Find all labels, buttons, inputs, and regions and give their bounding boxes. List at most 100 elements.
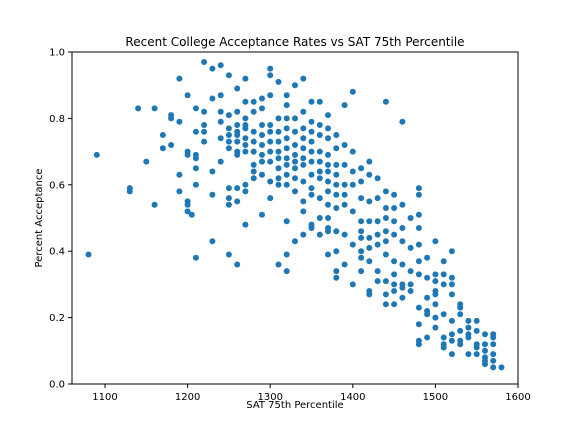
data-point: [432, 271, 439, 278]
data-point: [399, 261, 406, 268]
data-point: [308, 128, 315, 135]
data-point: [201, 128, 208, 135]
data-point: [407, 288, 414, 294]
data-point: [184, 151, 191, 158]
data-point: [316, 122, 323, 128]
data-point: [292, 115, 298, 122]
data-point: [415, 258, 422, 265]
data-point: [176, 75, 183, 82]
data-point: [482, 347, 488, 354]
data-point: [209, 168, 216, 175]
data-point: [358, 165, 365, 172]
data-point: [209, 238, 216, 245]
data-point: [407, 268, 414, 275]
y-tick-label: 1.0: [49, 48, 65, 59]
data-point: [225, 132, 232, 138]
data-point: [382, 251, 389, 258]
data-point: [490, 357, 497, 364]
data-point: [382, 188, 389, 195]
data-point: [349, 181, 356, 188]
data-point: [250, 161, 257, 168]
data-point: [325, 251, 331, 258]
data-point: [358, 254, 365, 261]
data-point: [482, 331, 488, 338]
data-point: [201, 59, 208, 65]
data-point: [366, 244, 373, 251]
data-point: [201, 138, 208, 145]
data-point: [308, 171, 315, 178]
data-point: [333, 191, 340, 198]
data-point: [366, 158, 373, 165]
data-point: [349, 281, 356, 288]
data-point: [292, 151, 298, 158]
data-point: [184, 92, 191, 99]
data-point: [349, 88, 356, 95]
data-point: [399, 118, 406, 125]
data-point: [333, 248, 340, 255]
data-point: [292, 165, 298, 172]
data-point: [399, 284, 406, 291]
data-point: [300, 135, 307, 142]
data-point: [366, 171, 373, 178]
data-point: [192, 105, 199, 112]
data-point: [242, 115, 249, 122]
data-point: [267, 72, 274, 79]
data-point: [358, 195, 365, 202]
data-point: [349, 168, 356, 175]
x-tick-label: 1200: [175, 392, 200, 403]
data-point: [275, 148, 282, 155]
data-point: [283, 92, 290, 99]
data-point: [407, 281, 414, 288]
data-point: [440, 311, 447, 318]
x-tick-label: 1500: [423, 392, 448, 403]
data-point: [275, 165, 282, 172]
data-point: [415, 271, 422, 278]
data-point: [325, 178, 331, 185]
data-point: [316, 132, 323, 138]
data-point: [275, 181, 282, 188]
data-point: [250, 148, 257, 155]
y-tick-label: 0.2: [49, 313, 65, 324]
data-point: [201, 122, 208, 128]
data-point: [192, 155, 199, 162]
data-point: [333, 181, 340, 188]
data-point: [259, 132, 265, 138]
data-point: [283, 181, 290, 188]
data-point: [440, 334, 447, 341]
data-point: [358, 178, 365, 185]
data-point: [217, 108, 224, 115]
data-point: [225, 125, 232, 132]
data-point: [316, 168, 323, 175]
data-point: [209, 65, 216, 72]
data-point: [490, 334, 497, 341]
data-point: [267, 65, 274, 72]
data-point: [217, 62, 224, 69]
data-point: [432, 278, 439, 285]
data-point: [366, 234, 373, 241]
data-point: [234, 122, 241, 128]
data-point: [333, 268, 340, 275]
data-point: [242, 181, 249, 188]
data-point: [432, 314, 439, 321]
data-point: [316, 148, 323, 155]
data-point: [457, 341, 464, 348]
data-point: [382, 301, 389, 308]
data-point: [292, 142, 298, 148]
data-point: [275, 138, 282, 145]
data-point: [448, 248, 455, 255]
data-point: [316, 158, 323, 165]
data-point: [316, 215, 323, 221]
data-point: [432, 238, 439, 245]
data-point: [300, 161, 307, 168]
data-point: [250, 98, 257, 105]
data-point: [448, 281, 455, 288]
data-point: [374, 175, 381, 182]
data-point: [292, 128, 298, 135]
data-point: [283, 102, 290, 109]
data-point: [316, 231, 323, 238]
data-point: [300, 108, 307, 115]
data-point: [308, 138, 315, 145]
data-point: [225, 138, 232, 145]
data-point: [192, 181, 199, 188]
data-point: [308, 158, 315, 165]
